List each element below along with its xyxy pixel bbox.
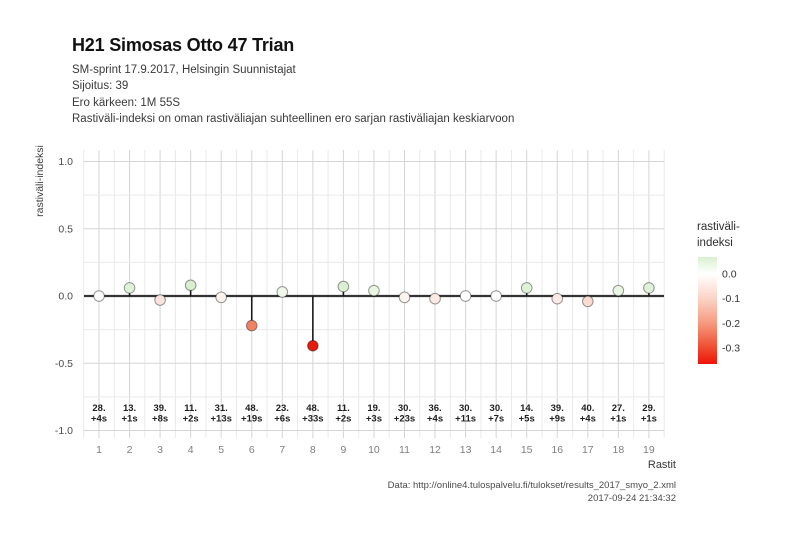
- x-tick-label: 19: [643, 444, 655, 456]
- split-labels: 28. +4s 13. +1s 39. +8s 11. +2s 31. +13s 48. +19s 23…: [91, 403, 657, 425]
- x-axis-title: Rastit: [647, 459, 676, 471]
- x-tick-label: 13: [460, 444, 472, 456]
- chart-footer: Data: http://online4.tulospalvelu.fi/tul…: [388, 480, 676, 505]
- data-point: [643, 282, 655, 294]
- y-tick-label: 0.0: [58, 291, 73, 303]
- data-point: [398, 291, 411, 304]
- x-tick-label: 16: [551, 444, 563, 456]
- x-tick-label: 12: [429, 444, 441, 456]
- legend-title-line1: rastiväli-: [697, 221, 740, 233]
- y-tick-label: -1.0: [55, 425, 73, 437]
- x-tick-label: 9: [340, 444, 346, 456]
- page-title: H21 Simosas Otto 47 Trian: [72, 35, 295, 55]
- data-point: [582, 295, 594, 308]
- data-point: [459, 290, 472, 302]
- data-point: [429, 292, 441, 305]
- split-label: 28. +4s: [91, 403, 107, 425]
- x-tick-label: 15: [521, 444, 533, 456]
- data-point: [551, 292, 564, 305]
- data-source: Data: http://online4.tulospalvelu.fi/tul…: [387, 480, 676, 491]
- placement-line: Sijoitus: 39: [72, 80, 129, 93]
- data-point: [276, 286, 289, 298]
- split-label: 13. +1s: [121, 403, 137, 425]
- x-tick-label: 4: [188, 444, 194, 456]
- y-axis-title: rastiväli-indeksi: [34, 145, 46, 217]
- x-tick-label: 14: [490, 444, 502, 456]
- split-label: 30. +23s: [394, 403, 415, 425]
- data-point: [184, 279, 197, 292]
- data-point: [520, 282, 533, 294]
- split-label: 11. +2s: [183, 403, 199, 425]
- y-tick-label: 0.5: [58, 223, 73, 235]
- split-label: 14. +5s: [519, 403, 535, 425]
- split-label: 39. +9s: [549, 403, 565, 425]
- split-label: 29. +1s: [641, 403, 657, 425]
- x-tick-label: 2: [127, 444, 133, 456]
- event-subtitle: SM-sprint 17.9.2017, Helsingin Suunnista…: [72, 64, 296, 76]
- split-label: 23. +6s: [274, 403, 290, 425]
- split-label: 36. +4s: [427, 403, 443, 425]
- legend-tick-label: -0.2: [722, 318, 740, 330]
- split-label: 40. +4s: [580, 403, 596, 425]
- data-point: [307, 339, 319, 352]
- header-subtitles: SM-sprint 17.9.2017, Helsingin Suunnista…: [72, 62, 514, 128]
- split-label: 11. +2s: [335, 403, 351, 425]
- data-point: [245, 319, 258, 332]
- legend-title: rastiväli- indeksi: [697, 220, 740, 251]
- split-label: 39. +8s: [152, 403, 168, 425]
- split-label: 30. +7s: [488, 403, 504, 425]
- data-point: [123, 282, 136, 294]
- split-label: 27. +1s: [610, 403, 626, 425]
- x-tick-label: 11: [399, 444, 410, 456]
- x-tick-label: 17: [582, 444, 594, 456]
- split-label: 19. +3s: [366, 403, 382, 425]
- x-tick-label: 5: [218, 444, 224, 456]
- split-label: 31. +13s: [210, 403, 231, 425]
- legend-gradient-bar: [698, 257, 717, 364]
- data-point: [490, 290, 502, 302]
- legend-tick-label: -0.3: [722, 342, 740, 354]
- y-tick-label: 1.0: [58, 156, 73, 168]
- gap-line: Ero kärkeen: 1M 55S: [72, 96, 181, 109]
- description-line: Rastiväli-indeksi on oman rastiväliajan …: [72, 113, 515, 126]
- data-point: [612, 284, 625, 297]
- legend-tick-label: -0.1: [722, 293, 740, 305]
- data-point: [215, 291, 227, 304]
- legend-tick-label: 0.0: [722, 269, 737, 281]
- data-points: [93, 279, 655, 352]
- data-point: [93, 290, 105, 302]
- x-tick-label: 6: [249, 444, 255, 456]
- x-tick-label: 3: [157, 444, 163, 456]
- split-label: 48. +33s: [302, 403, 323, 425]
- legend-title-line2: indeksi: [697, 236, 733, 249]
- data-point: [368, 284, 380, 297]
- x-tick-label: 7: [279, 444, 285, 456]
- x-tick-label: 8: [310, 444, 316, 456]
- split-label: 30. +11s: [455, 403, 476, 425]
- x-tick-label: 10: [368, 444, 380, 456]
- split-label: 48. +19s: [241, 403, 262, 425]
- timestamp: 2017-09-24 21:34:32: [587, 492, 676, 504]
- gridlines: [83, 150, 665, 438]
- x-tick-label: 18: [613, 444, 625, 456]
- x-tick-label: 1: [96, 444, 102, 456]
- data-point: [337, 280, 350, 293]
- y-tick-label: -0.5: [55, 358, 73, 370]
- data-point: [154, 294, 166, 306]
